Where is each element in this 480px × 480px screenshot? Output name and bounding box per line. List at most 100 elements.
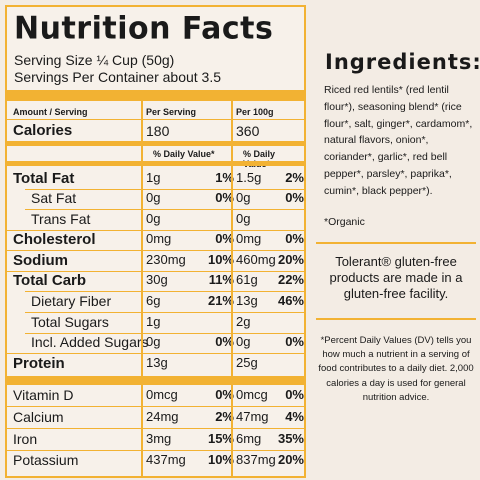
serving-size: Serving Size ¼ Cup (50g) [14,52,175,68]
sodium-label: Sodium [13,252,68,269]
sodium-per-100g: 460mg [236,252,276,267]
row-divider [25,312,304,313]
ingredients-text: Riced red lentils* (red lentil flour*), … [324,84,473,197]
calories-per-serving: 180 [146,123,170,139]
potassium-per-serving: 437mg [146,452,186,467]
trans-fat-per-serving: 0g [146,211,161,226]
dietary-fiber-dv-serving: 21% [207,293,234,308]
added-sugars-per-serving: 0g [146,334,161,349]
potassium-dv-serving: 10% [207,452,234,467]
cholesterol-per-100g: 0mg [236,231,262,246]
vitamins-divider [7,376,304,385]
total-carb-label: Total Carb [13,272,87,289]
total-fat-per-serving: 1g [146,170,161,185]
thick-divider [7,90,304,101]
total-sugars-per-serving: 1g [146,314,161,329]
calories-divider [7,141,304,146]
daily-value-note: *Percent Daily Values (DV) tells you how… [318,335,474,403]
nutrition-facts-title: Nutrition Facts [14,10,274,47]
row-divider [25,333,304,334]
row-divider [7,250,304,251]
vitamin-d-dv-serving: 0% [215,387,234,402]
divider-middle [316,318,476,320]
cholesterol-label: Cholesterol [13,231,96,248]
iron-per-serving: 3mg [146,431,172,446]
protein-label: Protein [13,355,65,372]
ingredients-title: Ingredients: [325,50,480,74]
row-divider [7,450,304,451]
sat-fat-dv-100g: 0% [285,190,304,205]
potassium-dv-100g: 20% [277,452,304,467]
sat-fat-per-100g: 0g [236,190,251,205]
calcium-dv-serving: 2% [215,409,234,424]
sodium-dv-serving: 10% [207,252,234,267]
servings-per-container: Servings Per Container about 3.5 [14,69,222,85]
row-divider [7,271,304,272]
calcium-label: Calcium [13,409,64,425]
column-separator-2 [231,101,233,476]
sat-fat-label: Sat Fat [31,190,77,206]
total-sugars-label: Total Sugars [31,314,109,330]
vitamin-d-per-100g: 0mcg [236,387,268,402]
dv-header-100g: % Daily Value* [243,149,276,169]
row-divider [25,291,304,292]
cholesterol-dv-100g: 0% [285,231,304,246]
cholesterol-per-serving: 0mg [146,231,172,246]
total-carb-per-100g: 61g [236,272,258,287]
organic-note: *Organic [324,216,365,228]
protein-per-100g: 25g [236,355,258,370]
vitamin-d-per-serving: 0mcg [146,387,178,402]
trans-fat-per-100g: 0g [236,211,251,226]
added-sugars-per-100g: 0g [236,334,251,349]
total-fat-per-100g: 1.5g [236,170,262,185]
iron-dv-serving: 15% [207,431,234,446]
trans-fat-label: Trans Fat [31,211,91,227]
total-carb-dv-100g: 22% [277,272,304,287]
added-sugars-dv-100g: 0% [285,334,304,349]
sat-fat-dv-serving: 0% [215,190,234,205]
dietary-fiber-dv-100g: 46% [277,293,304,308]
cholesterol-dv-serving: 0% [215,231,234,246]
total-fat-label: Total Fat [13,170,75,187]
dietary-fiber-label: Dietary Fiber [31,293,112,309]
per-100g-header: Per 100g [236,107,274,117]
dv-divider [7,161,304,166]
row-divider [25,209,304,210]
divider-top [316,242,476,244]
added-sugars-dv-serving: 0% [215,334,234,349]
row-divider [25,189,304,190]
calcium-per-100g: 47mg [236,409,269,424]
total-fat-dv-serving: 1% [215,170,234,185]
sat-fat-per-serving: 0g [146,190,161,205]
header-divider [7,119,304,120]
iron-label: Iron [13,431,38,447]
gluten-free-note: Tolerant® gluten-free products are made … [329,254,463,301]
iron-dv-100g: 35% [277,431,304,446]
calories-per-100g: 360 [236,123,260,139]
column-separator-1 [141,101,143,476]
potassium-label: Potassium [13,452,79,468]
nutrition-facts-panel: Nutrition Facts Serving Size ¼ Cup (50g)… [5,5,306,478]
calories-label: Calories [13,122,73,139]
total-sugars-per-100g: 2g [236,314,251,329]
calcium-dv-100g: 4% [285,409,304,424]
total-fat-dv-100g: 2% [285,170,304,185]
vitamin-d-label: Vitamin D [13,387,74,403]
row-divider [7,428,304,429]
added-sugars-label: Incl. Added Sugars [31,334,149,350]
row-divider [7,230,304,231]
protein-per-serving: 13g [146,355,168,370]
amount-serving-header: Amount / Serving [13,107,88,117]
dietary-fiber-per-100g: 13g [236,293,258,308]
row-divider [7,406,304,407]
potassium-per-100g: 837mg [236,452,276,467]
dietary-fiber-per-serving: 6g [146,293,161,308]
sodium-dv-100g: 20% [277,252,304,267]
sodium-per-serving: 230mg [146,252,186,267]
total-carb-dv-serving: 11% [208,272,234,287]
per-serving-header: Per Serving [146,107,197,117]
total-carb-per-serving: 30g [146,272,168,287]
vitamin-d-dv-100g: 0% [285,387,304,402]
row-divider [7,353,304,354]
calcium-per-serving: 24mg [146,409,179,424]
